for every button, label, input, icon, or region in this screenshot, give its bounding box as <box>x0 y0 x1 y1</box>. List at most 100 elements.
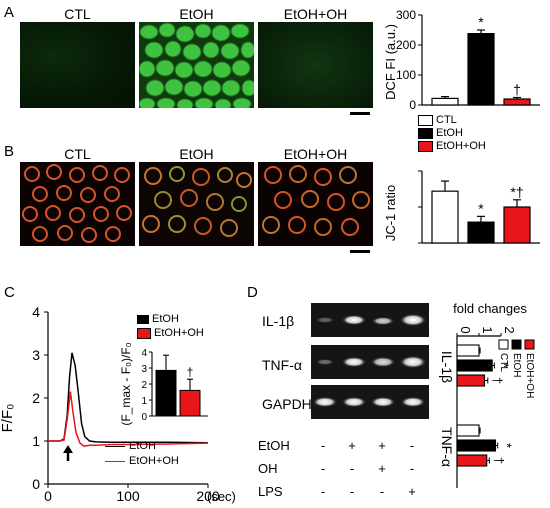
title-etohoh-b: EtOH+OH <box>283 146 348 162</box>
trace-y-tick-label-2: 2 <box>32 390 40 406</box>
treatment-mark: - <box>409 438 415 453</box>
legend-label-etoh: EtOH <box>436 127 463 139</box>
gel-image <box>311 303 429 419</box>
fold-legend-swatch-EtOH+OH <box>524 339 535 350</box>
legend-swatch-etohoh <box>418 140 433 152</box>
inset-bar-EtOH <box>155 369 177 417</box>
panel-label-d: D <box>247 284 258 301</box>
legend-c-label-etoh: EtOH <box>152 313 179 325</box>
gel-label-il1b: IL-1β <box>262 313 295 329</box>
jc1-etohoh-cells <box>262 165 370 236</box>
fold-legend-swatch-CTL <box>498 339 509 350</box>
inset-bar-EtOH+OH <box>179 389 201 417</box>
legend-c-label-etohoh: EtOH+OH <box>154 327 204 339</box>
treatment-mark: - <box>349 461 355 476</box>
title-etohoh-a: EtOH+OH <box>283 6 348 22</box>
legend-label-ctl: CTL <box>436 114 457 126</box>
fold-legend-label-EtOH+OH: EtOH+OH <box>524 353 535 398</box>
chart-jc1: * *† JC-1 ratio <box>383 170 540 244</box>
trace-y-tick-label-4: 4 <box>32 304 40 320</box>
legend-c-inset-item-etoh: EtOH <box>137 312 204 326</box>
treatment-mark: + <box>408 484 416 499</box>
bar-EtOH+OH <box>503 98 531 106</box>
title-etoh-a: EtOH <box>179 6 214 22</box>
fold-bar-IL-1β-EtOH+OH <box>456 374 486 387</box>
gel-label-tnfa: TNF-α <box>262 357 302 373</box>
inset-ylabel: (F_max - F₀)/F₀ <box>119 342 133 425</box>
legend-ab: CTL EtOH EtOH+OH <box>418 114 486 153</box>
legend-c-lines-label-etoh: EtOH <box>129 440 156 452</box>
inset-y-tick-label-1: 1 <box>141 396 147 407</box>
fold-bar-TNF-α-EtOH <box>456 439 497 452</box>
title-ctl-a: CTL <box>64 6 91 22</box>
legend-c-inset-item-etohoh: EtOH+OH <box>137 326 204 340</box>
trace-y-tick-label-1: 1 <box>32 433 40 449</box>
treatment-label-oh: OH <box>258 461 278 476</box>
fold-tick-label-2: 2 <box>502 326 517 333</box>
fold-bar-TNF-α-EtOH+OH <box>456 454 488 467</box>
legend-ab-item-ctl: CTL <box>418 114 486 127</box>
trace-x-tick-label-200: 200 <box>196 488 220 504</box>
legend-c-swatch-etohoh <box>137 327 151 339</box>
micrograph-jc1-ctl <box>20 162 135 246</box>
trace-y-tick-label-3: 3 <box>32 347 40 363</box>
trace-x-tick-label-0: 0 <box>44 488 52 504</box>
bar-annotation-2: *† <box>510 184 523 200</box>
panel-label-b: B <box>4 143 15 160</box>
legend-c-inset: EtOH EtOH+OH <box>137 312 204 340</box>
y-tick-label-0: 0 <box>409 98 416 112</box>
legend-c-lines-item-etohoh: EtOH+OH <box>105 454 179 469</box>
jc1-etoh-cells <box>142 166 252 237</box>
fold-group-label-1: TNF-α <box>439 427 455 467</box>
bar-annotation-2: † <box>513 82 521 98</box>
fold-bar-IL-1β-CTL <box>456 344 480 357</box>
inset-annotation-1: † <box>187 365 194 379</box>
y-tick-label-300: 300 <box>396 8 416 22</box>
chart-trace-ylabel: F/F₀ <box>0 404 16 433</box>
fold-xlabel: fold changes <box>453 301 527 316</box>
inset-bar-chart: 0 1 2 3 4 † (F_max - F₀)/F₀ <box>119 342 208 426</box>
stimulus-arrow-head <box>63 445 73 453</box>
fold-annotation: † <box>491 457 506 464</box>
fold-legend-label-EtOH: EtOH <box>511 353 522 377</box>
bar-EtOH+OH <box>503 206 531 244</box>
dcf-etoh-cells <box>139 22 254 108</box>
micrograph-jc1-etoh <box>139 162 254 246</box>
fold-bar-IL-1β-EtOH <box>456 359 493 372</box>
fold-group-label-0: IL-1β <box>439 351 455 383</box>
inset-y-tick-label-0: 0 <box>141 412 147 423</box>
chart-fold-changes: fold changes 0 1 2 * † IL-1β * † TNF-α EtOH+OHEtOH… <box>439 301 535 488</box>
treatment-mark: - <box>349 484 355 499</box>
panel-label-a: A <box>4 4 15 21</box>
legend-c-line-etohoh <box>105 460 125 462</box>
bar-CTL <box>431 97 459 106</box>
treatment-mark: - <box>409 461 415 476</box>
inset-y-tick-label-3: 3 <box>141 364 147 375</box>
legend-swatch-etoh <box>418 127 433 139</box>
scale-bar-a <box>350 112 370 115</box>
chart-trace: 0 1 2 3 4 0 100 200 0 1 2 3 4 † (F_max - F₀)/F₀ F/F₀ (… <box>0 304 236 504</box>
fold-bar-TNF-α-CTL <box>456 424 480 437</box>
legend-c-line-etoh <box>105 445 125 447</box>
fold-legend-label-CTL: CTL <box>498 353 509 372</box>
chart-dcf: 0 100 200 300 * † DCF FI (a.u.) <box>383 8 540 112</box>
trace-x-tick-label-100: 100 <box>116 488 140 504</box>
bar-annotation-1: * <box>478 200 484 216</box>
micrograph-dcf-ctl <box>20 22 135 108</box>
micrograph-dcf-etohoh <box>258 22 373 108</box>
bar-CTL <box>431 190 459 244</box>
trace-line-EtOH+OH <box>48 391 209 447</box>
micrograph-jc1-etohoh <box>258 162 373 246</box>
treatment-mark: - <box>379 484 385 499</box>
treatment-mark: + <box>378 461 386 476</box>
treatment-mark: - <box>320 461 326 476</box>
bar-EtOH <box>467 33 495 106</box>
legend-c-lines-label-etohoh: EtOH+OH <box>129 455 179 467</box>
bar-annotation-1: * <box>478 14 484 30</box>
inset-y-tick-label-4: 4 <box>141 348 147 359</box>
gel-bands <box>313 314 426 407</box>
legend-c-lines-item-etoh: EtOH <box>105 439 179 454</box>
legend-swatch-ctl <box>418 114 433 126</box>
trace-y-tick-label-0: 0 <box>32 476 40 492</box>
legend-ab-item-etohoh: EtOH+OH <box>418 140 486 153</box>
